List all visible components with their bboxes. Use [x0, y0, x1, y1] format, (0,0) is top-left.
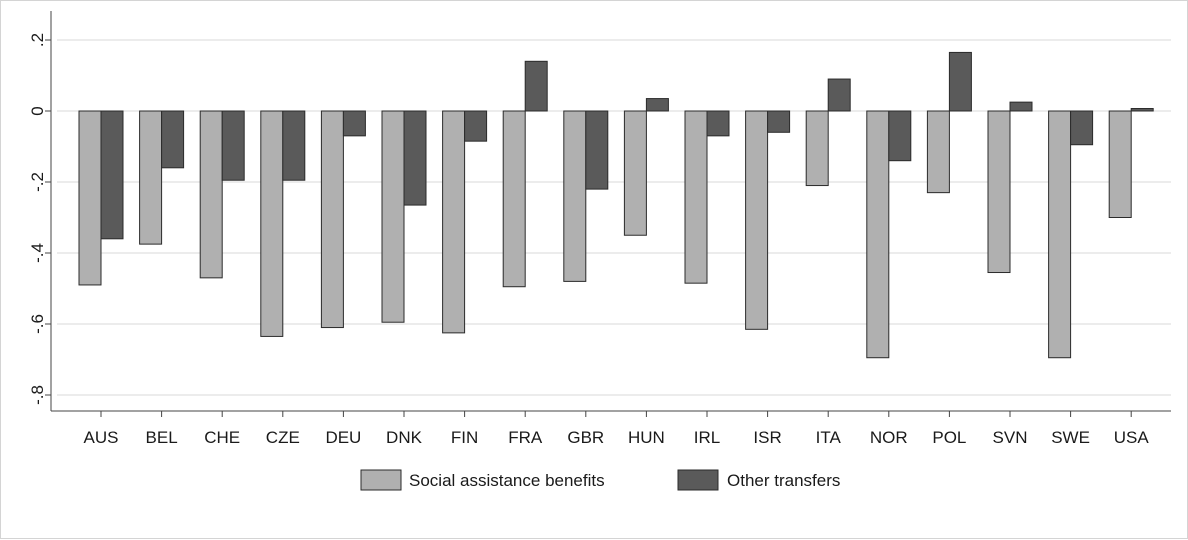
bar-other-transfers-fra [524, 60, 548, 112]
bar-social-assistance-usa [1108, 110, 1132, 218]
bar-social-assistance-fra [502, 110, 526, 288]
bar-other-transfers-aus [100, 110, 124, 240]
bar-other-transfers-bel [161, 110, 185, 169]
bar-other-transfers-svn [1009, 101, 1033, 112]
bar-social-assistance-che [199, 110, 223, 279]
legend-label-social-assistance: Social assistance benefits [409, 471, 605, 490]
x-tick-label: USA [1114, 428, 1150, 447]
x-tick-label: SWE [1051, 428, 1090, 447]
y-tick-label: -.6 [28, 314, 47, 334]
x-tick-label: CHE [204, 428, 240, 447]
bar-other-transfers-swe [1070, 110, 1094, 146]
bar-social-assistance-nor [866, 110, 890, 359]
x-tick-label: IRL [694, 428, 720, 447]
bar-social-assistance-bel [139, 110, 163, 245]
x-tick-label: ITA [816, 428, 842, 447]
bar-other-transfers-isr [767, 110, 791, 133]
bar-other-transfers-usa [1130, 108, 1154, 112]
bar-social-assistance-cze [260, 110, 284, 337]
x-tick-label: GBR [567, 428, 604, 447]
y-tick-label: 0 [28, 106, 47, 115]
bar-social-assistance-deu [320, 110, 344, 329]
bar-other-transfers-gbr [585, 110, 609, 190]
axes: .2 0 -.2 -.4 -.6 -.8 AUS BEL CHE CZE DEU DNK FIN FRA G… [28, 11, 1171, 447]
bar-social-assistance-aus [78, 110, 102, 286]
bar-other-transfers-pol [948, 51, 972, 112]
bar-other-transfers-che [221, 110, 245, 181]
bar-social-assistance-swe [1048, 110, 1072, 359]
x-tick-label: DEU [325, 428, 361, 447]
y-tick-label: .2 [28, 33, 47, 47]
bar-social-assistance-pol [926, 110, 950, 194]
legend-swatch-social-assistance [360, 469, 402, 491]
bar-social-assistance-hun [623, 110, 647, 236]
x-tick-label: DNK [386, 428, 423, 447]
bar-other-transfers-dnk [403, 110, 427, 206]
legend: Social assistance benefits Other transfer… [360, 469, 840, 491]
bar-social-assistance-dnk [381, 110, 405, 323]
bar-social-assistance-irl [684, 110, 708, 284]
bar-other-transfers-fin [464, 110, 488, 142]
y-tick-label: -.4 [28, 243, 47, 263]
bar-other-transfers-ita [827, 78, 851, 112]
x-tick-label: CZE [266, 428, 300, 447]
y-tick-label: -.2 [28, 172, 47, 192]
x-tick-label: HUN [628, 428, 665, 447]
bar-social-assistance-fin [442, 110, 466, 334]
bar-social-assistance-svn [987, 110, 1011, 274]
x-tick-label: FIN [451, 428, 478, 447]
legend-swatch-other-transfers [677, 469, 719, 491]
x-tick-label: NOR [870, 428, 908, 447]
x-tick-label: ISR [753, 428, 781, 447]
legend-label-other-transfers: Other transfers [727, 471, 840, 490]
bar-social-assistance-gbr [563, 110, 587, 282]
x-tick-label: AUS [84, 428, 119, 447]
bar-social-assistance-isr [745, 110, 769, 330]
bar-other-transfers-cze [282, 110, 306, 181]
bar-other-transfers-irl [706, 110, 730, 137]
bar-other-transfers-deu [342, 110, 366, 137]
x-tick-label: FRA [508, 428, 543, 447]
x-tick-label: BEL [146, 428, 178, 447]
x-tick-label: SVN [993, 428, 1028, 447]
y-tick-label: -.8 [28, 385, 47, 405]
bar-social-assistance-ita [805, 110, 829, 187]
bar-other-transfers-hun [645, 98, 669, 112]
bars [78, 51, 1154, 359]
x-tick-label: POL [932, 428, 966, 447]
bar-other-transfers-nor [888, 110, 912, 162]
